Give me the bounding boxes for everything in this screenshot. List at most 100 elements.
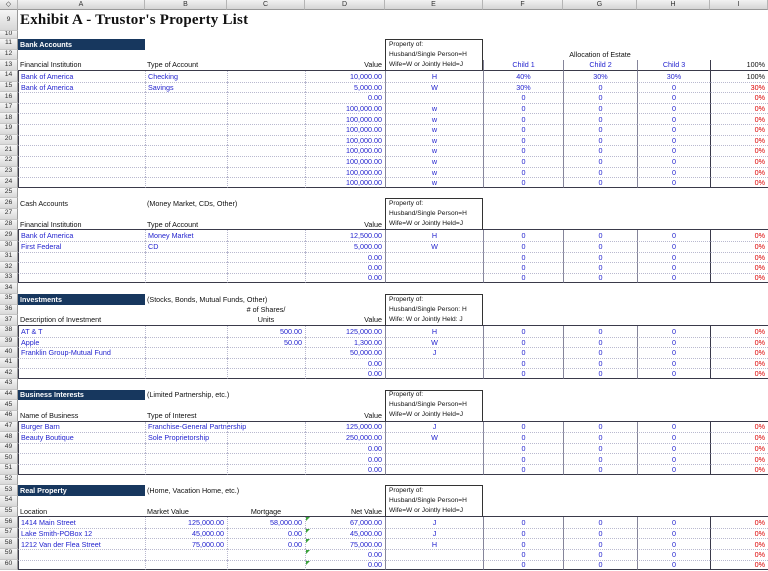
- cell-A12[interactable]: [18, 50, 145, 61]
- cell-I54[interactable]: [710, 496, 768, 507]
- cell-I34[interactable]: [710, 283, 768, 294]
- cell-H41[interactable]: 0: [637, 357, 710, 369]
- cell-C20[interactable]: [227, 134, 305, 146]
- cell-G11[interactable]: [563, 39, 637, 50]
- cell-A23[interactable]: [18, 166, 145, 178]
- cell-C12[interactable]: [227, 50, 305, 61]
- select-all-corner[interactable]: ◇: [0, 0, 18, 10]
- cell-D17[interactable]: 100,000.00: [305, 102, 385, 114]
- row-header-48[interactable]: 48: [0, 432, 18, 443]
- cell-G16[interactable]: 0: [563, 92, 637, 103]
- cell-B47[interactable]: Franchise-General Partnership: [145, 421, 246, 433]
- row-header-45[interactable]: 45: [0, 400, 18, 411]
- cell-G59[interactable]: 0: [563, 549, 637, 560]
- cell-I15[interactable]: 30%: [710, 81, 768, 93]
- cell-I14[interactable]: 100%: [710, 70, 768, 82]
- cell-D31[interactable]: 0.00: [305, 251, 385, 263]
- cell-D44[interactable]: [305, 390, 385, 401]
- cell-C15[interactable]: [227, 81, 305, 93]
- row-header-15[interactable]: 15: [0, 81, 18, 93]
- row-header-23[interactable]: 23: [0, 166, 18, 178]
- cell-E11[interactable]: Property of:: [385, 39, 483, 50]
- row-header-60[interactable]: 60: [0, 559, 18, 571]
- cell-B57[interactable]: 45,000.00: [145, 527, 227, 539]
- cell-E30[interactable]: W: [385, 240, 483, 252]
- cell-C38[interactable]: 500.00: [227, 325, 305, 337]
- cell-G32[interactable]: 0: [563, 262, 637, 273]
- cell-H17[interactable]: 0: [637, 102, 710, 114]
- cell-G41[interactable]: 0: [563, 357, 637, 369]
- cell-H29[interactable]: 0: [637, 230, 710, 241]
- cell-G17[interactable]: 0: [563, 102, 637, 114]
- cell-A43[interactable]: [18, 379, 145, 390]
- cell-F35[interactable]: [483, 294, 563, 305]
- cell-D49[interactable]: 0.00: [305, 442, 385, 454]
- cell-D59[interactable]: 0.00: [305, 549, 385, 560]
- cell-F27[interactable]: [483, 209, 563, 220]
- cell-A46[interactable]: Name of Business: [18, 411, 145, 422]
- cell-G29[interactable]: 0: [563, 230, 637, 241]
- cell-H28[interactable]: [637, 220, 710, 231]
- cell-I57[interactable]: 0%: [710, 527, 768, 539]
- row-header-50[interactable]: 50: [0, 453, 18, 464]
- cell-C10[interactable]: [227, 31, 305, 39]
- cell-E14[interactable]: H: [385, 70, 483, 82]
- cell-H44[interactable]: [637, 390, 710, 401]
- cell-C23[interactable]: [227, 166, 305, 178]
- cell-D45[interactable]: [305, 400, 385, 411]
- cell-F60[interactable]: 0: [483, 559, 563, 571]
- cell-F37[interactable]: [483, 315, 563, 326]
- cell-B24[interactable]: [145, 177, 227, 188]
- cell-D35[interactable]: [305, 294, 385, 305]
- row-header-44[interactable]: 44: [0, 389, 18, 401]
- cell-F51[interactable]: 0: [483, 464, 563, 475]
- cell-B29[interactable]: Money Market: [145, 230, 227, 241]
- cell-H33[interactable]: 0: [637, 272, 710, 284]
- cell-G40[interactable]: 0: [563, 347, 637, 358]
- cell-D41[interactable]: 0.00: [305, 357, 385, 369]
- cell-C21[interactable]: [227, 145, 305, 156]
- row-header-57[interactable]: 57: [0, 527, 18, 539]
- cell-G43[interactable]: [563, 379, 637, 390]
- cell-A27[interactable]: [18, 209, 145, 220]
- cell-E29[interactable]: H: [385, 230, 483, 241]
- cell-B39[interactable]: [145, 336, 227, 348]
- cell-H13[interactable]: Child 3: [637, 60, 710, 71]
- cell-D47[interactable]: 125,000.00: [305, 421, 385, 433]
- cell-G28[interactable]: [563, 220, 637, 231]
- cell-E41[interactable]: [385, 357, 483, 369]
- col-header-B[interactable]: B: [145, 0, 227, 10]
- cell-E10[interactable]: [385, 31, 483, 39]
- cell-H37[interactable]: [637, 315, 710, 326]
- cell-I55[interactable]: [710, 507, 768, 518]
- cell-I13[interactable]: 100%: [710, 60, 768, 71]
- cell-B56[interactable]: 125,000.00: [145, 517, 227, 528]
- cell-B43[interactable]: [145, 379, 227, 390]
- row-header-9[interactable]: 9: [0, 10, 18, 31]
- cell-B16[interactable]: [145, 92, 227, 103]
- cell-I47[interactable]: 0%: [710, 421, 768, 433]
- cell-A60[interactable]: [18, 559, 145, 571]
- cell-A35[interactable]: Investments: [18, 294, 145, 305]
- cell-F40[interactable]: 0: [483, 347, 563, 358]
- cell-D57[interactable]: 45,000.00: [305, 527, 385, 539]
- cell-H19[interactable]: 0: [637, 124, 710, 135]
- cell-E39[interactable]: W: [385, 336, 483, 348]
- cell-F12[interactable]: [483, 50, 563, 61]
- cell-B49[interactable]: [145, 442, 227, 454]
- cell-E13[interactable]: Wife=W or Jointly Held=J: [385, 60, 483, 71]
- cell-E34[interactable]: [385, 283, 483, 294]
- cell-D52[interactable]: [305, 475, 385, 486]
- cell-F24[interactable]: 0: [483, 177, 563, 188]
- cell-A49[interactable]: [18, 442, 145, 454]
- cell-G60[interactable]: 0: [563, 559, 637, 571]
- cell-B41[interactable]: [145, 357, 227, 369]
- cell-A47[interactable]: Burger Barn: [18, 421, 145, 433]
- cell-I19[interactable]: 0%: [710, 124, 768, 135]
- cell-H18[interactable]: 0: [637, 113, 710, 124]
- row-header-41[interactable]: 41: [0, 357, 18, 369]
- cell-F13[interactable]: Child 1: [483, 60, 563, 71]
- cell-I58[interactable]: 0%: [710, 538, 768, 549]
- cell-G20[interactable]: 0: [563, 134, 637, 146]
- cell-B20[interactable]: [145, 134, 227, 146]
